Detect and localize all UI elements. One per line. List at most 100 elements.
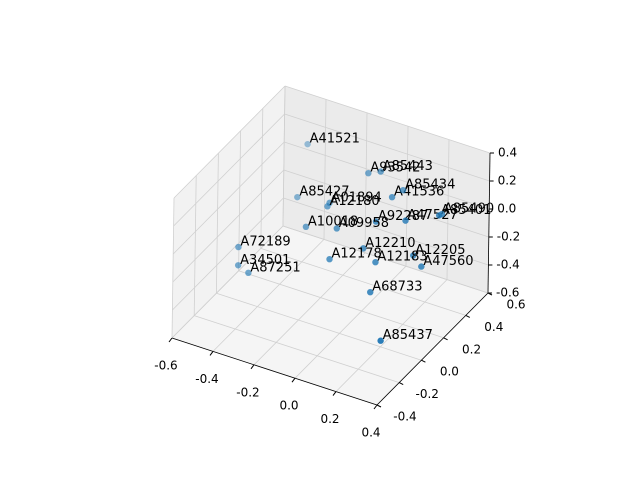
- point-label: A85490: [444, 202, 494, 217]
- axis-line: [487, 152, 491, 294]
- point-label: A85437: [383, 328, 433, 343]
- y-tick-label: -0.4: [393, 410, 416, 424]
- point: [234, 262, 242, 269]
- point: [245, 269, 252, 277]
- pane: [172, 86, 285, 338]
- tick-mark: [376, 404, 382, 408]
- grid-line: [323, 99, 327, 240]
- tick-mark: [373, 404, 378, 410]
- point-label: A85443: [383, 159, 433, 174]
- grid-line: [194, 315, 400, 383]
- y-tick-label: -0.2: [415, 387, 438, 401]
- grid-line: [173, 113, 285, 227]
- grid-line: [364, 112, 368, 253]
- grid-line: [172, 197, 284, 311]
- z-tick-label: 0.4: [498, 146, 517, 160]
- point-label: A12180: [329, 194, 379, 209]
- point-label: A12205: [415, 243, 465, 258]
- grid-line: [284, 85, 491, 154]
- grid-line: [446, 139, 450, 280]
- grid-line: [283, 169, 489, 238]
- point: [438, 210, 446, 218]
- x-tick-label: 0.0: [279, 399, 298, 413]
- x-tick-label: -0.4: [195, 372, 218, 386]
- point: [418, 263, 425, 270]
- x-tick-label: 0.2: [320, 412, 339, 426]
- point-label: A10018: [308, 214, 358, 229]
- point-label: A34501: [240, 253, 290, 268]
- z-tick-label: -0.4: [496, 258, 519, 272]
- grid-line: [216, 153, 219, 294]
- point-label: A41521: [310, 132, 360, 147]
- point: [372, 258, 379, 266]
- grid-line: [172, 141, 285, 255]
- point: [399, 186, 407, 194]
- point-label: A87251: [250, 260, 300, 275]
- tick-mark: [168, 337, 173, 343]
- point: [367, 289, 374, 296]
- tick-mark: [332, 391, 337, 396]
- tick-mark: [421, 359, 426, 363]
- point: [302, 223, 310, 231]
- y-tick-label: 0.2: [462, 342, 481, 356]
- point-label: A01894: [332, 190, 382, 205]
- point-label: A12178: [332, 247, 382, 262]
- y-tick-label: 0.0: [440, 365, 459, 379]
- point-label: A12183: [377, 250, 427, 265]
- point-label: A09958: [339, 216, 389, 231]
- grid-line: [238, 270, 444, 339]
- axis-line: [171, 337, 378, 406]
- grid-line: [294, 265, 407, 379]
- z-tick-label: 0.2: [498, 174, 517, 188]
- point: [410, 252, 417, 259]
- grid-line: [212, 239, 325, 352]
- tick-mark: [398, 382, 404, 386]
- x-tick-label: -0.2: [236, 385, 259, 399]
- y-tick-label: 0.6: [506, 298, 525, 312]
- grid-line: [284, 141, 490, 210]
- grid-line: [171, 225, 284, 339]
- point: [402, 217, 409, 224]
- grid-line: [283, 197, 489, 266]
- y-tick-label: 0.4: [484, 320, 503, 334]
- point: [360, 245, 367, 252]
- point: [365, 169, 372, 177]
- axis-line: [376, 292, 489, 406]
- point: [294, 193, 301, 201]
- point: [377, 168, 384, 175]
- point: [324, 203, 331, 210]
- tick-mark: [250, 364, 255, 370]
- grid-line: [172, 169, 285, 283]
- point-label: A47527: [408, 208, 458, 223]
- z-tick-label: 0.0: [497, 202, 516, 216]
- z-tick-label: -0.6: [496, 286, 519, 300]
- point-label: A12210: [365, 236, 415, 251]
- point-label: A92287: [378, 209, 428, 224]
- point: [388, 193, 396, 201]
- pane: [283, 86, 490, 293]
- tick-mark: [443, 337, 448, 341]
- tick-mark: [209, 351, 214, 356]
- point-label: A68733: [372, 280, 422, 295]
- point: [372, 218, 380, 225]
- grid-line: [335, 279, 448, 392]
- pane: [172, 226, 488, 405]
- point: [235, 243, 242, 251]
- point-label: A85434: [405, 178, 455, 193]
- point-label: A85427: [299, 185, 349, 200]
- point: [304, 140, 311, 148]
- grid-line: [405, 126, 409, 267]
- z-tick-label: -0.2: [497, 230, 520, 244]
- grid-line: [216, 292, 422, 361]
- x-tick-label: -0.6: [154, 359, 177, 373]
- grid-line: [193, 175, 197, 316]
- point-label: A41536: [394, 185, 444, 200]
- grid-line: [253, 252, 366, 366]
- grid-line: [282, 225, 489, 294]
- grid-line: [260, 248, 466, 316]
- point-label: A85401: [441, 203, 491, 218]
- tick-mark: [291, 377, 296, 383]
- tick-mark: [465, 314, 471, 318]
